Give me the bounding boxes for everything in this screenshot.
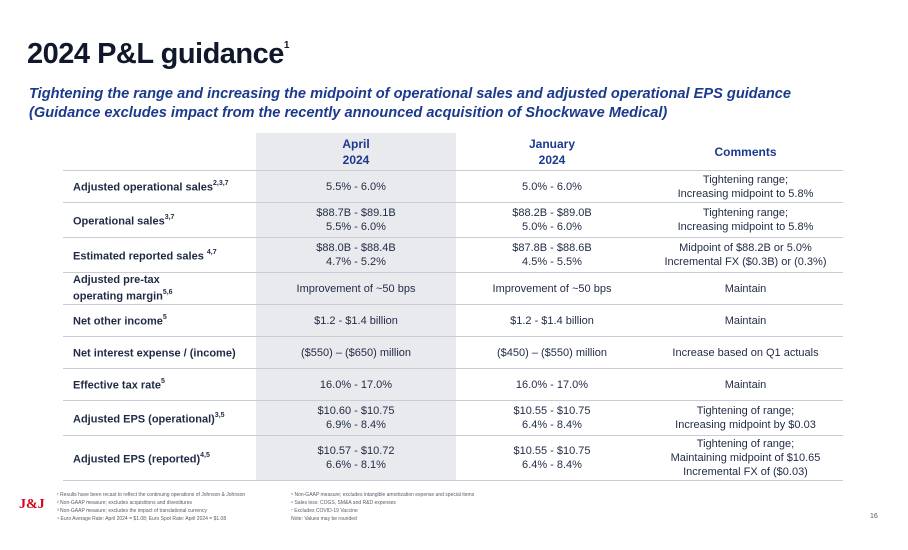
april-value: $88.7B - $89.1B 5.5% - 6.0% [256, 203, 456, 237]
jnj-logo: J&J [19, 497, 45, 512]
january-value: $88.2B - $89.0B 5.0% - 6.0% [512, 207, 592, 233]
comment: Tightening range; Increasing midpoint to … [677, 173, 814, 200]
row-label: Net other income5 [73, 314, 167, 328]
footnotes-right: ⁵ Non-GAAP measure; excludes intangible … [291, 492, 531, 524]
page-title: 2024 P&L guidance1 [27, 38, 290, 70]
footnote: ⁴ Euro Average Rate: April 2024 = $1.08;… [57, 515, 227, 522]
comment: Tightening of range; Increasing midpoint … [675, 405, 816, 431]
april-value: 5.5% - 6.0% [256, 171, 456, 202]
table-row: Adjusted EPS (operational)3,5 $10.60 - $… [63, 400, 843, 435]
header-january: January 2024 [528, 136, 576, 167]
table-row: Net interest expense / (income) ($550) –… [63, 336, 843, 368]
row-label: Adjusted operational sales2,3,7 [73, 180, 229, 194]
row-label: Adjusted EPS (operational)3,5 [73, 411, 225, 426]
table-row: Adjusted operational sales2,3,7 5.5% - 6… [63, 170, 843, 202]
footnote: Note: Values may be rounded [291, 515, 357, 522]
header-april: April 2024 [256, 133, 456, 170]
comment: Maintain [724, 378, 767, 391]
january-value: $1.2 - $1.4 billion [510, 314, 594, 327]
row-label: Effective tax rate5 [73, 378, 165, 392]
january-value: $10.55 - $10.75 6.4% - 8.4% [513, 405, 591, 431]
january-value: Improvement of ~50 bps [492, 282, 612, 295]
page-subtitle: Tightening the range and increasing the … [29, 85, 889, 123]
comment: Midpoint of $88.2B or 5.0% Incremental FX… [664, 242, 827, 268]
april-value: ($550) – ($650) million [256, 337, 456, 368]
comment: Maintain [724, 282, 767, 295]
footnote: ⁷ Excludes COVID-19 Vaccine [291, 507, 358, 514]
table-row: Estimated reported sales 4,7 $88.0B - $8… [63, 237, 843, 272]
january-value: $10.55 - $10.75 6.4% - 8.4% [513, 445, 591, 471]
table-row: Operational sales3,7 $88.7B - $89.1B 5.5%… [63, 202, 843, 237]
footnote: ⁵ Non-GAAP measure; excludes intangible … [291, 492, 475, 498]
january-value: 5.0% - 6.0% [522, 180, 582, 193]
row-label: Adjusted pre-tax operating margin5,6 [73, 274, 173, 303]
april-value: $10.57 - $10.72 6.6% - 8.1% [256, 436, 456, 480]
january-value: ($450) – ($550) million [496, 346, 608, 359]
row-label: Net interest expense / (income) [73, 347, 236, 360]
table-row: Adjusted pre-tax operating margin5,6 Impr… [63, 272, 843, 304]
footnote: ³ Non-GAAP measure; excludes the impact … [57, 507, 207, 514]
comment: Tightening of range; Maintaining midpoint… [670, 438, 821, 478]
page-number: 16 [870, 513, 878, 520]
comment: Increase based on Q1 actuals [672, 346, 819, 359]
table-row: Effective tax rate5 16.0% - 17.0% 16.0% … [63, 368, 843, 400]
table-header-row: April 2024 January 2024 Comments [63, 133, 843, 170]
april-value: Improvement of ~50 bps [256, 273, 456, 304]
footnote: ² Non-GAAP measure; excludes acquisition… [57, 499, 192, 506]
subtitle-line-1: Tightening the range and increasing the … [29, 86, 791, 102]
title-footnote-marker: 1 [283, 40, 290, 52]
guidance-table: April 2024 January 2024 Comments Adjusted … [63, 133, 843, 481]
subtitle-line-2: (Guidance excludes impact from the recen… [29, 105, 668, 121]
comment: Tightening range; Increasing midpoint to … [677, 207, 814, 233]
row-label: Operational sales3,7 [73, 213, 175, 228]
table-row: Net other income5 $1.2 - $1.4 billion $1… [63, 304, 843, 336]
january-value: $87.8B - $88.6B 4.5% - 5.5% [512, 242, 592, 268]
april-value: 16.0% - 17.0% [256, 369, 456, 400]
footnotes-left: ¹ Results have been recast to reflect th… [57, 492, 287, 524]
april-value: $88.0B - $88.4B 4.7% - 5.2% [256, 238, 456, 272]
april-value: $10.60 - $10.75 6.9% - 8.4% [256, 401, 456, 435]
april-value: $1.2 - $1.4 billion [256, 305, 456, 336]
header-blank [63, 133, 256, 170]
table-row: Adjusted EPS (reported)4,5 $10.57 - $10.… [63, 435, 843, 481]
header-comments: Comments [714, 144, 777, 159]
footnote: ¹ Results have been recast to reflect th… [57, 492, 246, 498]
comment: Maintain [724, 314, 767, 327]
january-value: 16.0% - 17.0% [515, 378, 589, 391]
row-label: Estimated reported sales 4,7 [73, 248, 217, 263]
footnote: ⁶ Sales less: COGS, SM&A and R&D expense… [291, 499, 396, 506]
row-label: Adjusted EPS (reported)4,5 [73, 451, 210, 466]
